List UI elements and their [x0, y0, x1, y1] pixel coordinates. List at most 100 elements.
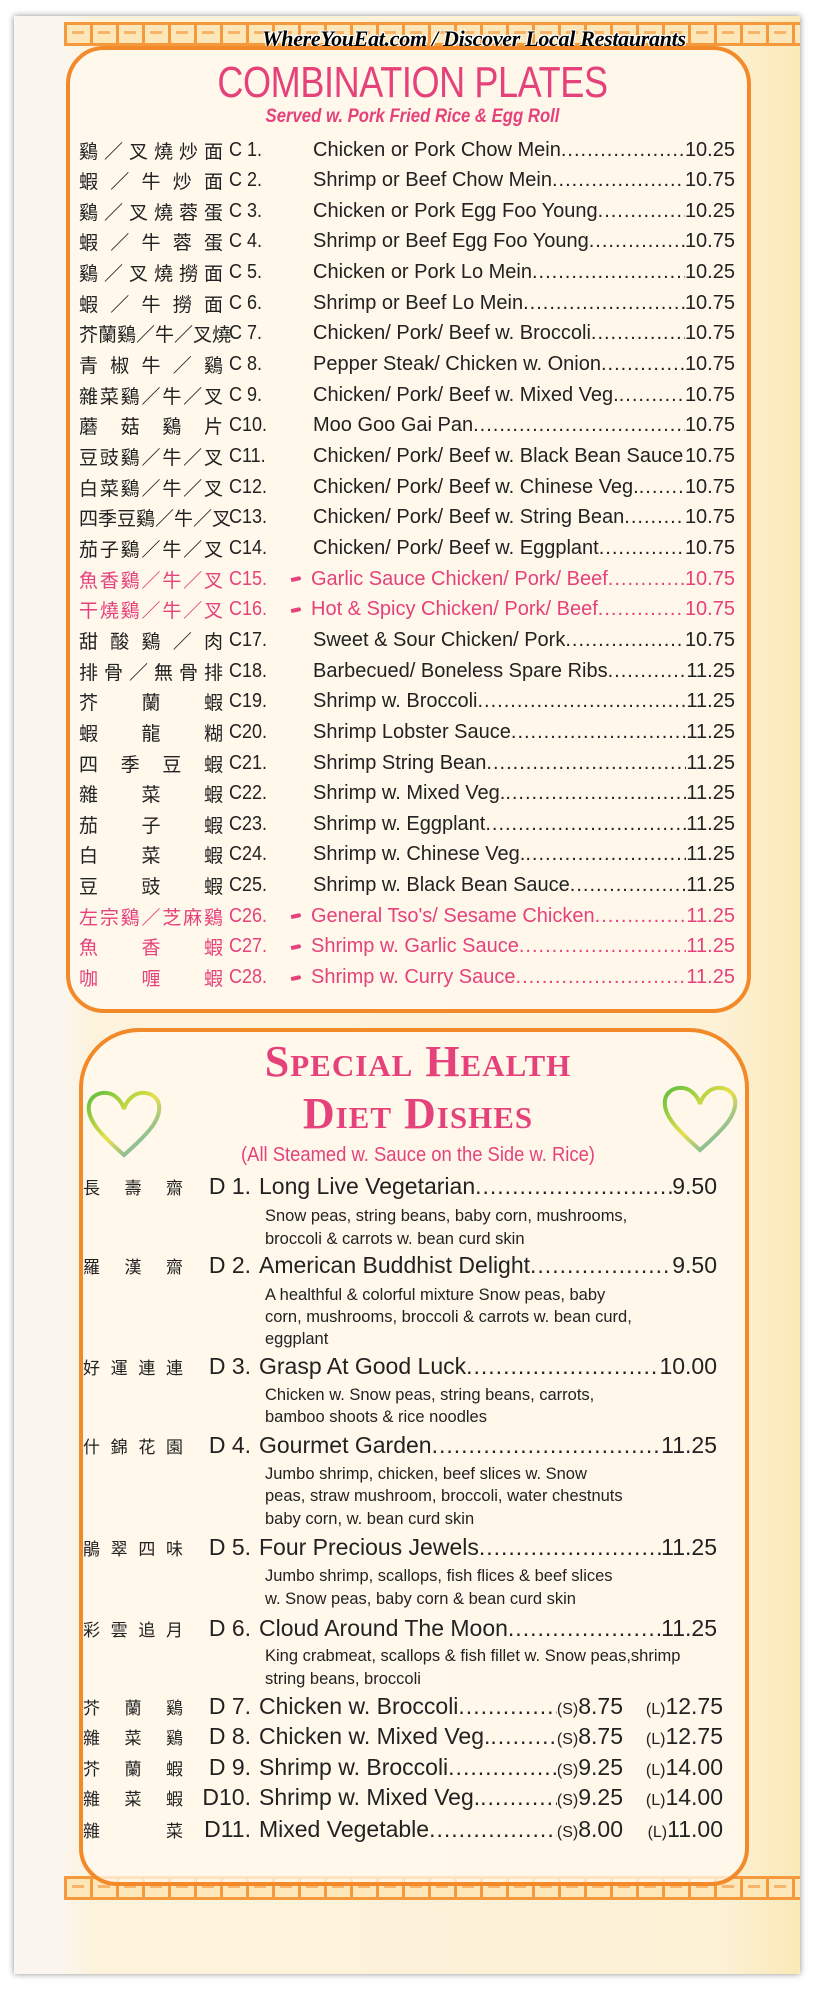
item-price: 11.25: [686, 904, 735, 927]
menu-item-row: 蝦／牛炒面 C 2. Shrimp or Beef Chow Mein10.75: [79, 166, 735, 196]
menu-item-row: 四季豆鷄／牛／叉 C13. Chicken/ Pork/ Beef w. Strin…: [79, 503, 735, 533]
item-code: D 4.: [208, 1431, 251, 1458]
small-price: (S)8.75: [556, 1692, 623, 1719]
menu-item-row: 白菜蝦 C24. Shrimp w. Chinese Veg.11.25: [79, 840, 735, 870]
dot-leader: [473, 414, 685, 437]
chinese-name: 豆豉蝦: [79, 876, 223, 899]
item-name: Shrimp w. Mixed Veg.: [259, 1784, 557, 1811]
dot-leader: [570, 874, 687, 897]
item-name: Grasp At Good Luck: [259, 1353, 659, 1380]
chinese-name: 四季豆蝦: [79, 753, 223, 776]
item-code: D 3.: [208, 1352, 251, 1379]
item-name: Chicken/ Pork/ Beef w. Black Bean Sauce: [313, 445, 685, 468]
dot-leader: [478, 690, 687, 713]
item-code: D 6.: [208, 1614, 251, 1641]
item-code: C25.: [229, 874, 268, 897]
item-name: Chicken or Pork Egg Foo Young: [313, 200, 685, 223]
chinese-name: 蝦／牛炒面: [79, 171, 223, 194]
item-price: 11.25: [686, 659, 735, 682]
item-code: C21.: [229, 751, 268, 774]
chinese-name: 豆豉鷄／牛／叉: [79, 447, 223, 469]
chinese-name: 排骨／無骨排: [79, 661, 223, 684]
item-code: C24.: [229, 843, 268, 866]
chinese-name: 蝦／牛蓉蛋: [79, 232, 223, 255]
menu-item-row: 鷄／叉燒炒面 C 1. Chicken or Pork Chow Mein10.25: [79, 135, 735, 165]
item-code: C 4.: [229, 230, 263, 253]
item-name: General Tso's/ Sesame Chicken: [311, 905, 686, 928]
chinese-name: 鷄／叉燒炒面: [79, 140, 223, 163]
item-name: Chicken or Pork Chow Mein: [313, 139, 685, 162]
chinese-name: 魚香蝦: [79, 937, 223, 960]
item-price: 10.75: [684, 567, 735, 590]
item-name: Shrimp w. Broccoli: [259, 1754, 557, 1781]
small-price: (S)8.00: [556, 1815, 623, 1842]
item-price: 10.25: [684, 199, 735, 222]
item-code: C16.: [229, 598, 268, 621]
chinese-name: 羅漢齋: [83, 1257, 183, 1278]
chinese-name: 雜菜鷄／牛／叉: [79, 385, 223, 408]
small-price: (S)8.75: [556, 1722, 623, 1749]
item-price: 11.25: [686, 874, 735, 897]
dot-leader: [530, 1252, 672, 1279]
chinese-name: 什錦花園: [83, 1437, 183, 1458]
item-code: D 7.: [208, 1692, 251, 1719]
item-name: Shrimp Lobster Sauce: [313, 721, 686, 744]
item-name: Shrimp or Beef Egg Foo Young: [313, 230, 685, 253]
dot-leader: [523, 292, 685, 315]
item-name: Shrimp w. Mixed Veg.: [313, 782, 686, 805]
item-code: D 5.: [208, 1533, 251, 1560]
item-code: C 2.: [229, 169, 263, 192]
diet-item-row: 彩雲追月 D 6. Cloud Around The Moon11.25: [83, 1613, 723, 1643]
section-title: COMBINATION PLATES: [217, 58, 608, 107]
item-name: Shrimp w. Curry Sauce: [311, 966, 686, 989]
chinese-name: 蝦龍糊: [79, 722, 223, 745]
item-price: 11.25: [686, 690, 735, 713]
dot-leader: [466, 1353, 659, 1380]
dot-leader: [608, 568, 685, 591]
section-subtitle: (All Steamed w. Sauce on the Side w. Ric…: [241, 1144, 595, 1166]
item-price: 10.75: [684, 169, 735, 192]
dot-leader: [639, 476, 685, 499]
item-code: D 9.: [208, 1753, 251, 1780]
item-price: 11.25: [661, 1614, 717, 1641]
menu-item-row: 左宗鷄／芝麻鷄 C26. General Tso's/ Sesame Chicken…: [79, 901, 735, 931]
chinese-name: 好運連連: [83, 1358, 183, 1379]
dot-leader: [601, 353, 685, 376]
menu-item-row: 魚香蝦 C27. Shrimp w. Garlic Sauce11.25: [79, 932, 735, 962]
item-code: D10.: [202, 1783, 251, 1810]
chinese-name: 芥蘭蝦: [79, 692, 223, 715]
item-price: 10.25: [684, 138, 735, 161]
diet-item-row: 芥蘭蝦 D 9. Shrimp w. Broccoli(S)9.25 (L)14.00: [83, 1752, 723, 1782]
item-code: C28.: [229, 966, 268, 989]
chinese-name: 茄子蝦: [79, 814, 223, 837]
item-code: C 5.: [229, 261, 263, 284]
item-name: American Buddhist Delight: [259, 1252, 672, 1279]
dot-leader: [475, 1173, 672, 1200]
item-price: 11.25: [686, 720, 735, 743]
chinese-name: 長壽齋: [83, 1178, 183, 1199]
item-description: corn, mushrooms, broccoli & carrots w. b…: [265, 1308, 632, 1326]
item-price: 10.75: [684, 475, 735, 498]
item-description: bamboo shoots & rice noodles: [265, 1408, 487, 1426]
chinese-name: 鷄／叉燒撈面: [79, 263, 223, 286]
item-name: Four Precious Jewels: [259, 1534, 661, 1561]
menu-item-row: 咖喱蝦 C28. Shrimp w. Curry Sauce11.25: [79, 963, 735, 993]
item-name: Barbecued/ Boneless Spare Ribs: [313, 660, 686, 683]
chinese-name: 咖喱蝦: [79, 968, 223, 991]
chinese-name: 鷄／叉燒蓉蛋: [79, 201, 223, 224]
item-price: 11.25: [686, 782, 735, 805]
large-price: (L)14.00: [645, 1783, 723, 1810]
dot-leader: [598, 598, 685, 621]
item-name: Pepper Steak/ Chicken w. Onion: [313, 353, 685, 376]
item-name: Hot & Spicy Chicken/ Pork/ Beef: [311, 598, 685, 621]
menu-item-row: 芥蘭蝦 C19. Shrimp w. Broccoli11.25: [79, 687, 735, 717]
chinese-name: 干燒鷄／牛／叉: [79, 600, 223, 623]
item-code: C14.: [229, 536, 268, 559]
chinese-name: 雜菜鷄: [83, 1728, 183, 1749]
menu-item-row: 芥蘭鷄／牛／叉燒 C 7. Chicken/ Pork/ Beef w. Brocc…: [79, 319, 735, 349]
dot-leader: [448, 1754, 557, 1781]
item-description: eggplant: [265, 1330, 329, 1348]
item-description: A healthful & colorful mixture Snow peas…: [265, 1286, 606, 1304]
item-name: Shrimp or Beef Lo Mein: [313, 292, 685, 315]
chili-pepper-icon: [290, 913, 302, 920]
